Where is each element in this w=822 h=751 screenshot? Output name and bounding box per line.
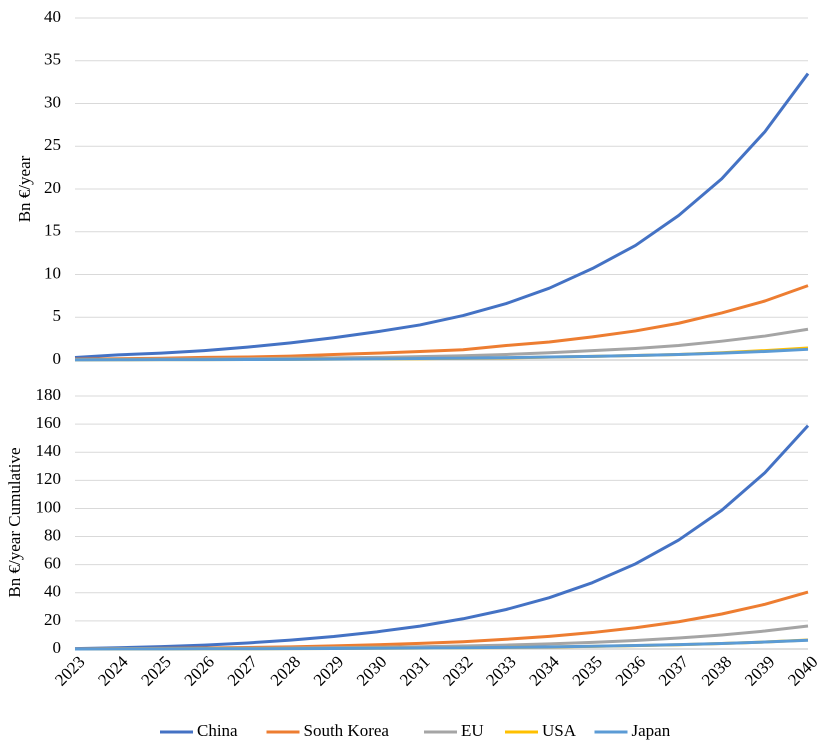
legend-label: China <box>197 721 238 740</box>
y-tick-label: 80 <box>44 525 61 544</box>
legend-label: Japan <box>632 721 671 740</box>
y-tick-label: 35 <box>44 50 61 69</box>
y-tick-label: 5 <box>53 306 62 325</box>
y-tick-label: 40 <box>44 7 61 26</box>
series-line <box>74 347 809 362</box>
y-axis-label: Bn €/year <box>15 155 34 222</box>
x-tick-label: 2039 <box>741 652 778 689</box>
x-tick-label: 2036 <box>612 652 649 689</box>
legend-label: South Korea <box>304 721 390 740</box>
y-tick-label: 20 <box>44 178 61 197</box>
x-tick-label: 2035 <box>569 652 606 689</box>
y-tick-label: 180 <box>36 385 62 404</box>
x-tick-label: 2030 <box>353 652 390 689</box>
x-tick-label: 2028 <box>267 652 304 689</box>
y-tick-label: 20 <box>44 610 61 629</box>
x-tick-label: 2025 <box>137 652 174 689</box>
series-line <box>74 72 810 359</box>
y-tick-label: 15 <box>44 221 61 240</box>
x-tick-label: 2031 <box>396 652 433 689</box>
x-tick-label: 2038 <box>698 652 735 689</box>
x-tick-label: 2037 <box>655 652 693 690</box>
y-tick-label: 120 <box>36 469 62 488</box>
y-tick-label: 30 <box>44 92 61 111</box>
y-tick-label: 25 <box>44 135 61 154</box>
y-tick-label: 0 <box>53 638 62 657</box>
y-tick-label: 160 <box>36 413 62 432</box>
y-tick-label: 100 <box>36 497 62 516</box>
x-tick-label: 2040 <box>784 652 821 689</box>
series-line <box>74 424 810 651</box>
x-tick-label: 2026 <box>180 652 217 689</box>
x-tick-label: 2023 <box>51 652 88 689</box>
y-tick-label: 60 <box>44 554 61 573</box>
x-tick-label: 2029 <box>310 652 347 689</box>
y-tick-label: 0 <box>53 349 62 368</box>
y-tick-label: 10 <box>44 263 61 282</box>
y-tick-label: 40 <box>44 582 61 601</box>
x-tick-label: 2027 <box>224 652 262 690</box>
legend-label: EU <box>461 721 484 740</box>
y-axis-label: Bn €/year Cumulative <box>5 447 24 597</box>
x-tick-label: 2034 <box>525 652 563 690</box>
x-tick-label: 2033 <box>482 652 519 689</box>
x-tick-label: 2024 <box>94 652 132 690</box>
x-tick-label: 2032 <box>439 652 476 689</box>
series-line <box>74 284 809 361</box>
legend-label: USA <box>542 721 577 740</box>
series-line <box>74 638 809 651</box>
y-tick-label: 140 <box>36 441 62 460</box>
